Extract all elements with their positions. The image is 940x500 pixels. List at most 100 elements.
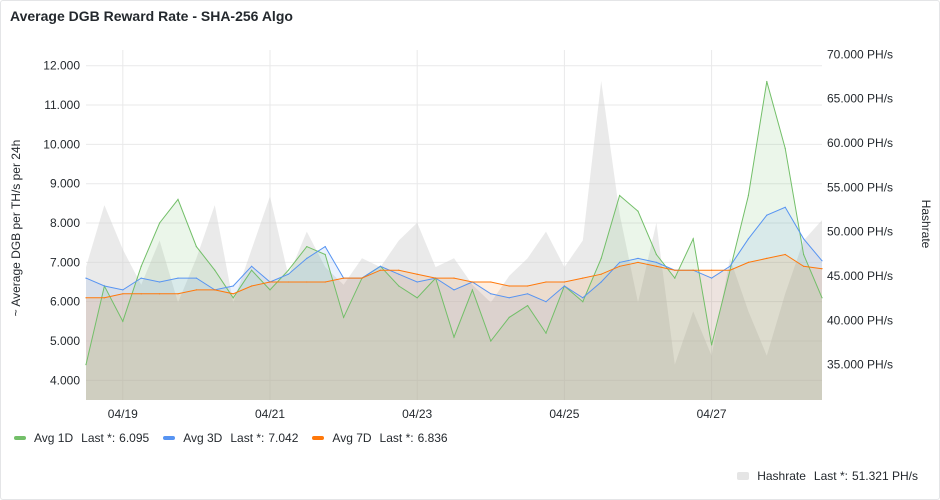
data-point-avg-1d [600, 257, 602, 259]
data-point-avg-7d [269, 281, 271, 283]
data-point-avg-3d [747, 238, 750, 240]
legend-stat-value: 6.836 [417, 431, 448, 445]
data-point-avg-1d [177, 198, 179, 200]
x-axis: 04/19 04/21 04/23 04/25 04/27 [108, 407, 727, 421]
data-point-avg-1d [416, 297, 418, 299]
data-point-avg-7d [655, 265, 658, 267]
legend-stat-label: Last *: [379, 431, 414, 445]
chart-svg[interactable]: 4.000 5.000 6.000 7.000 8.000 9.000 10.000 11.0… [0, 0, 940, 430]
data-point-avg-1d [159, 222, 161, 224]
legend-item-avg-1d[interactable]: Avg 1D Last *: 6.095 [14, 431, 149, 445]
legend-series-name: Avg 7D [332, 431, 372, 445]
data-point-avg-7d [453, 277, 455, 279]
data-point-avg-1d [527, 305, 529, 307]
x-tick-label: 04/23 [402, 407, 432, 421]
data-point-avg-3d [177, 277, 179, 279]
y2-tick-label: 45.000 PH/s [827, 269, 893, 283]
data-point-avg-1d [343, 316, 345, 318]
data-point-avg-3d [85, 277, 87, 279]
data-point-avg-1d [269, 289, 271, 291]
data-point-avg-7d [729, 269, 731, 271]
data-point-avg-7d [324, 281, 326, 283]
data-point-avg-7d [563, 281, 566, 283]
data-point-avg-7d [177, 293, 179, 295]
x-tick-label: 04/25 [549, 407, 579, 421]
data-point-avg-7d [490, 281, 492, 283]
series-lines [85, 80, 823, 366]
data-point-avg-3d [195, 277, 197, 279]
data-point-avg-3d [287, 273, 289, 275]
panel-title[interactable]: Average DGB Reward Rate - SHA-256 Algo [10, 8, 293, 24]
data-point-avg-1d [821, 297, 823, 299]
data-point-avg-7d [711, 269, 713, 271]
data-point-avg-1d [711, 344, 713, 346]
series-area-hashrate [86, 81, 822, 400]
data-point-avg-1d [784, 147, 786, 149]
x-tick-label: 04/27 [697, 407, 727, 421]
legend-stat-label: Last *: [230, 431, 265, 445]
data-point-avg-7d [435, 277, 437, 279]
data-point-avg-3d [784, 206, 786, 208]
data-point-avg-7d [251, 285, 253, 287]
data-point-avg-7d [766, 257, 768, 259]
data-point-avg-1d [398, 285, 400, 287]
legend-item-avg-3d[interactable]: Avg 3D Last *: 7.042 [163, 431, 298, 445]
data-point-avg-7d [527, 285, 529, 287]
y2-tick-label: 35.000 PH/s [827, 358, 893, 372]
y-axis-left: 4.000 5.000 6.000 7.000 8.000 9.000 10.000 11.0… [43, 59, 80, 388]
y2-tick-label: 65.000 PH/s [827, 92, 893, 106]
data-point-avg-3d [545, 301, 547, 303]
legend: Avg 1D Last *: 6.095 Avg 3D Last *: 7.04… [14, 431, 462, 445]
data-point-avg-7d [122, 293, 124, 295]
y2-tick-label: 55.000 PH/s [827, 180, 893, 194]
data-point-avg-1d [251, 269, 253, 271]
series-area-avg-3d [86, 207, 822, 400]
series-area-avg-1d [86, 81, 822, 400]
legend-stat-label: Last *: [81, 431, 116, 445]
data-point-avg-7d [821, 268, 823, 270]
data-point-avg-1d [692, 238, 694, 240]
y-tick-label: 5.000 [50, 334, 80, 348]
data-point-avg-3d [122, 289, 124, 291]
data-point-avg-7d [361, 277, 363, 279]
data-point-avg-1d [471, 289, 473, 291]
data-point-avg-3d [306, 257, 308, 259]
y-tick-label: 7.000 [50, 255, 80, 269]
data-point-avg-3d [821, 260, 823, 262]
legend-item-hashrate[interactable]: Hashrate Last *: 51.321 PH/s [737, 469, 918, 483]
data-point-avg-1d [637, 210, 639, 212]
data-point-avg-1d [306, 246, 308, 248]
data-point-avg-7d [287, 281, 289, 283]
data-point-avg-3d [508, 297, 510, 299]
x-tick-label: 04/19 [108, 407, 138, 421]
data-point-avg-3d [803, 238, 805, 240]
data-point-avg-3d [619, 261, 621, 263]
legend-swatch-avg-1d [14, 436, 26, 440]
legend-series-name: Hashrate [757, 469, 806, 483]
x-tick-label: 04/21 [255, 407, 285, 421]
data-point-avg-1d [582, 301, 584, 303]
data-point-avg-3d [711, 277, 713, 279]
data-point-avg-7d [398, 269, 400, 271]
data-point-avg-1d [545, 332, 547, 334]
legend-item-avg-7d[interactable]: Avg 7D Last *: 6.836 [312, 431, 448, 445]
y-tick-label: 10.000 [43, 137, 80, 151]
data-point-avg-7d [214, 289, 216, 291]
data-point-avg-1d [324, 253, 326, 256]
legend-swatch-hashrate [737, 472, 750, 480]
data-point-avg-7d [508, 285, 510, 287]
legend-stat-value: 51.321 PH/s [851, 469, 918, 483]
data-point-avg-1d [766, 80, 768, 83]
data-point-avg-7d [545, 281, 547, 283]
data-point-avg-7d [471, 281, 473, 283]
data-point-avg-3d [563, 285, 566, 287]
series-area-avg-7d [86, 254, 822, 400]
data-point-avg-7d [747, 261, 750, 263]
data-point-avg-7d [103, 297, 105, 299]
legend-stat-label: Last *: [813, 469, 848, 483]
grid [86, 50, 822, 400]
data-point-avg-3d [379, 265, 381, 267]
y-tick-label: 11.000 [44, 98, 80, 112]
y2-tick-label: 70.000 PH/s [827, 47, 893, 61]
